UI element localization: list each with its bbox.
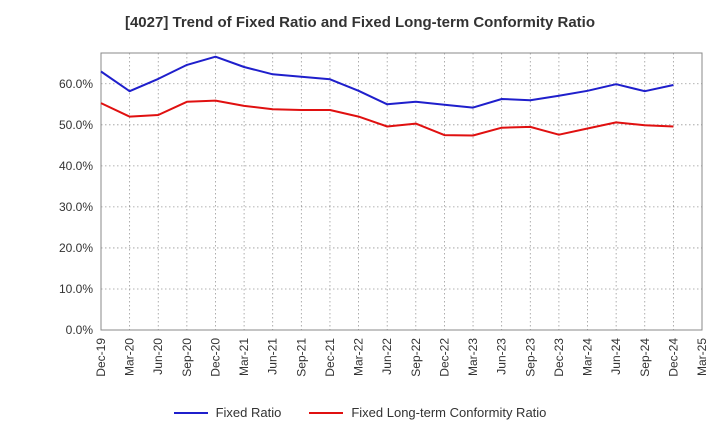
y-tick-label: 20.0% — [59, 241, 93, 255]
y-tick-label: 60.0% — [59, 77, 93, 91]
x-axis: Dec-19 Mar-20 Jun-20 Sep-20 Dec-20 Mar-21 Jun-… — [94, 338, 709, 377]
x-tick-label: Jun-21 — [266, 338, 280, 375]
x-tick-label: Sep-21 — [294, 338, 308, 377]
x-tick-label: Jun-23 — [495, 338, 509, 375]
legend-swatch-fixed-long-term-conformity-ratio — [309, 411, 344, 414]
x-tick-label: Sep-22 — [409, 338, 423, 377]
x-tick-label: Mar-23 — [466, 338, 480, 376]
x-tick-label: Sep-20 — [180, 338, 194, 377]
x-tick-label: Dec-20 — [208, 338, 222, 377]
grid — [101, 53, 702, 330]
plot-area — [100, 52, 703, 331]
legend-swatch-fixed-ratio — [173, 411, 208, 414]
y-tick-label: 50.0% — [59, 118, 93, 132]
x-tick-label: Mar-21 — [237, 338, 251, 376]
x-tick-label: Jun-22 — [380, 338, 394, 375]
legend-label-fixed-ratio: Fixed Ratio — [215, 405, 282, 420]
x-tick-label: Jun-24 — [609, 338, 623, 375]
legend-item-fixed-long-term-conformity-ratio: Fixed Long-term Conformity Ratio — [309, 405, 546, 420]
y-axis: 0.0% 10.0% 20.0% 30.0% 40.0% 50.0% 60.0% — [59, 77, 93, 337]
x-tick-label: Jun-20 — [151, 338, 165, 375]
y-tick-label: 10.0% — [59, 282, 93, 296]
x-tick-label: Dec-21 — [323, 338, 337, 377]
x-tick-label: Dec-19 — [94, 338, 108, 377]
x-tick-label: Mar-24 — [581, 338, 595, 376]
x-tick-label: Dec-23 — [552, 338, 566, 377]
series-line-fixed-long-term-conformity-ratio — [100, 99, 674, 137]
series-line-fixed-ratio — [100, 55, 674, 109]
y-tick-label: 30.0% — [59, 200, 93, 214]
x-tick-label: Sep-23 — [523, 338, 537, 377]
legend-item-fixed-ratio: Fixed Ratio — [173, 405, 282, 420]
x-tick-label: Dec-24 — [666, 338, 680, 377]
series-lines — [100, 55, 674, 137]
y-tick-label: 0.0% — [66, 323, 94, 337]
x-tick-label: Mar-20 — [123, 338, 137, 376]
x-tick-label: Sep-24 — [638, 338, 652, 377]
x-tick-label: Dec-22 — [437, 338, 451, 377]
legend: Fixed Ratio Fixed Long-term Conformity R… — [0, 405, 720, 420]
x-tick-label: Mar-22 — [352, 338, 366, 376]
y-tick-label: 40.0% — [59, 159, 93, 173]
chart-title: [4027] Trend of Fixed Ratio and Fixed Lo… — [124, 14, 596, 31]
legend-label-fixed-long-term-conformity-ratio: Fixed Long-term Conformity Ratio — [351, 405, 547, 420]
x-tick-label: Mar-25 — [695, 338, 709, 376]
